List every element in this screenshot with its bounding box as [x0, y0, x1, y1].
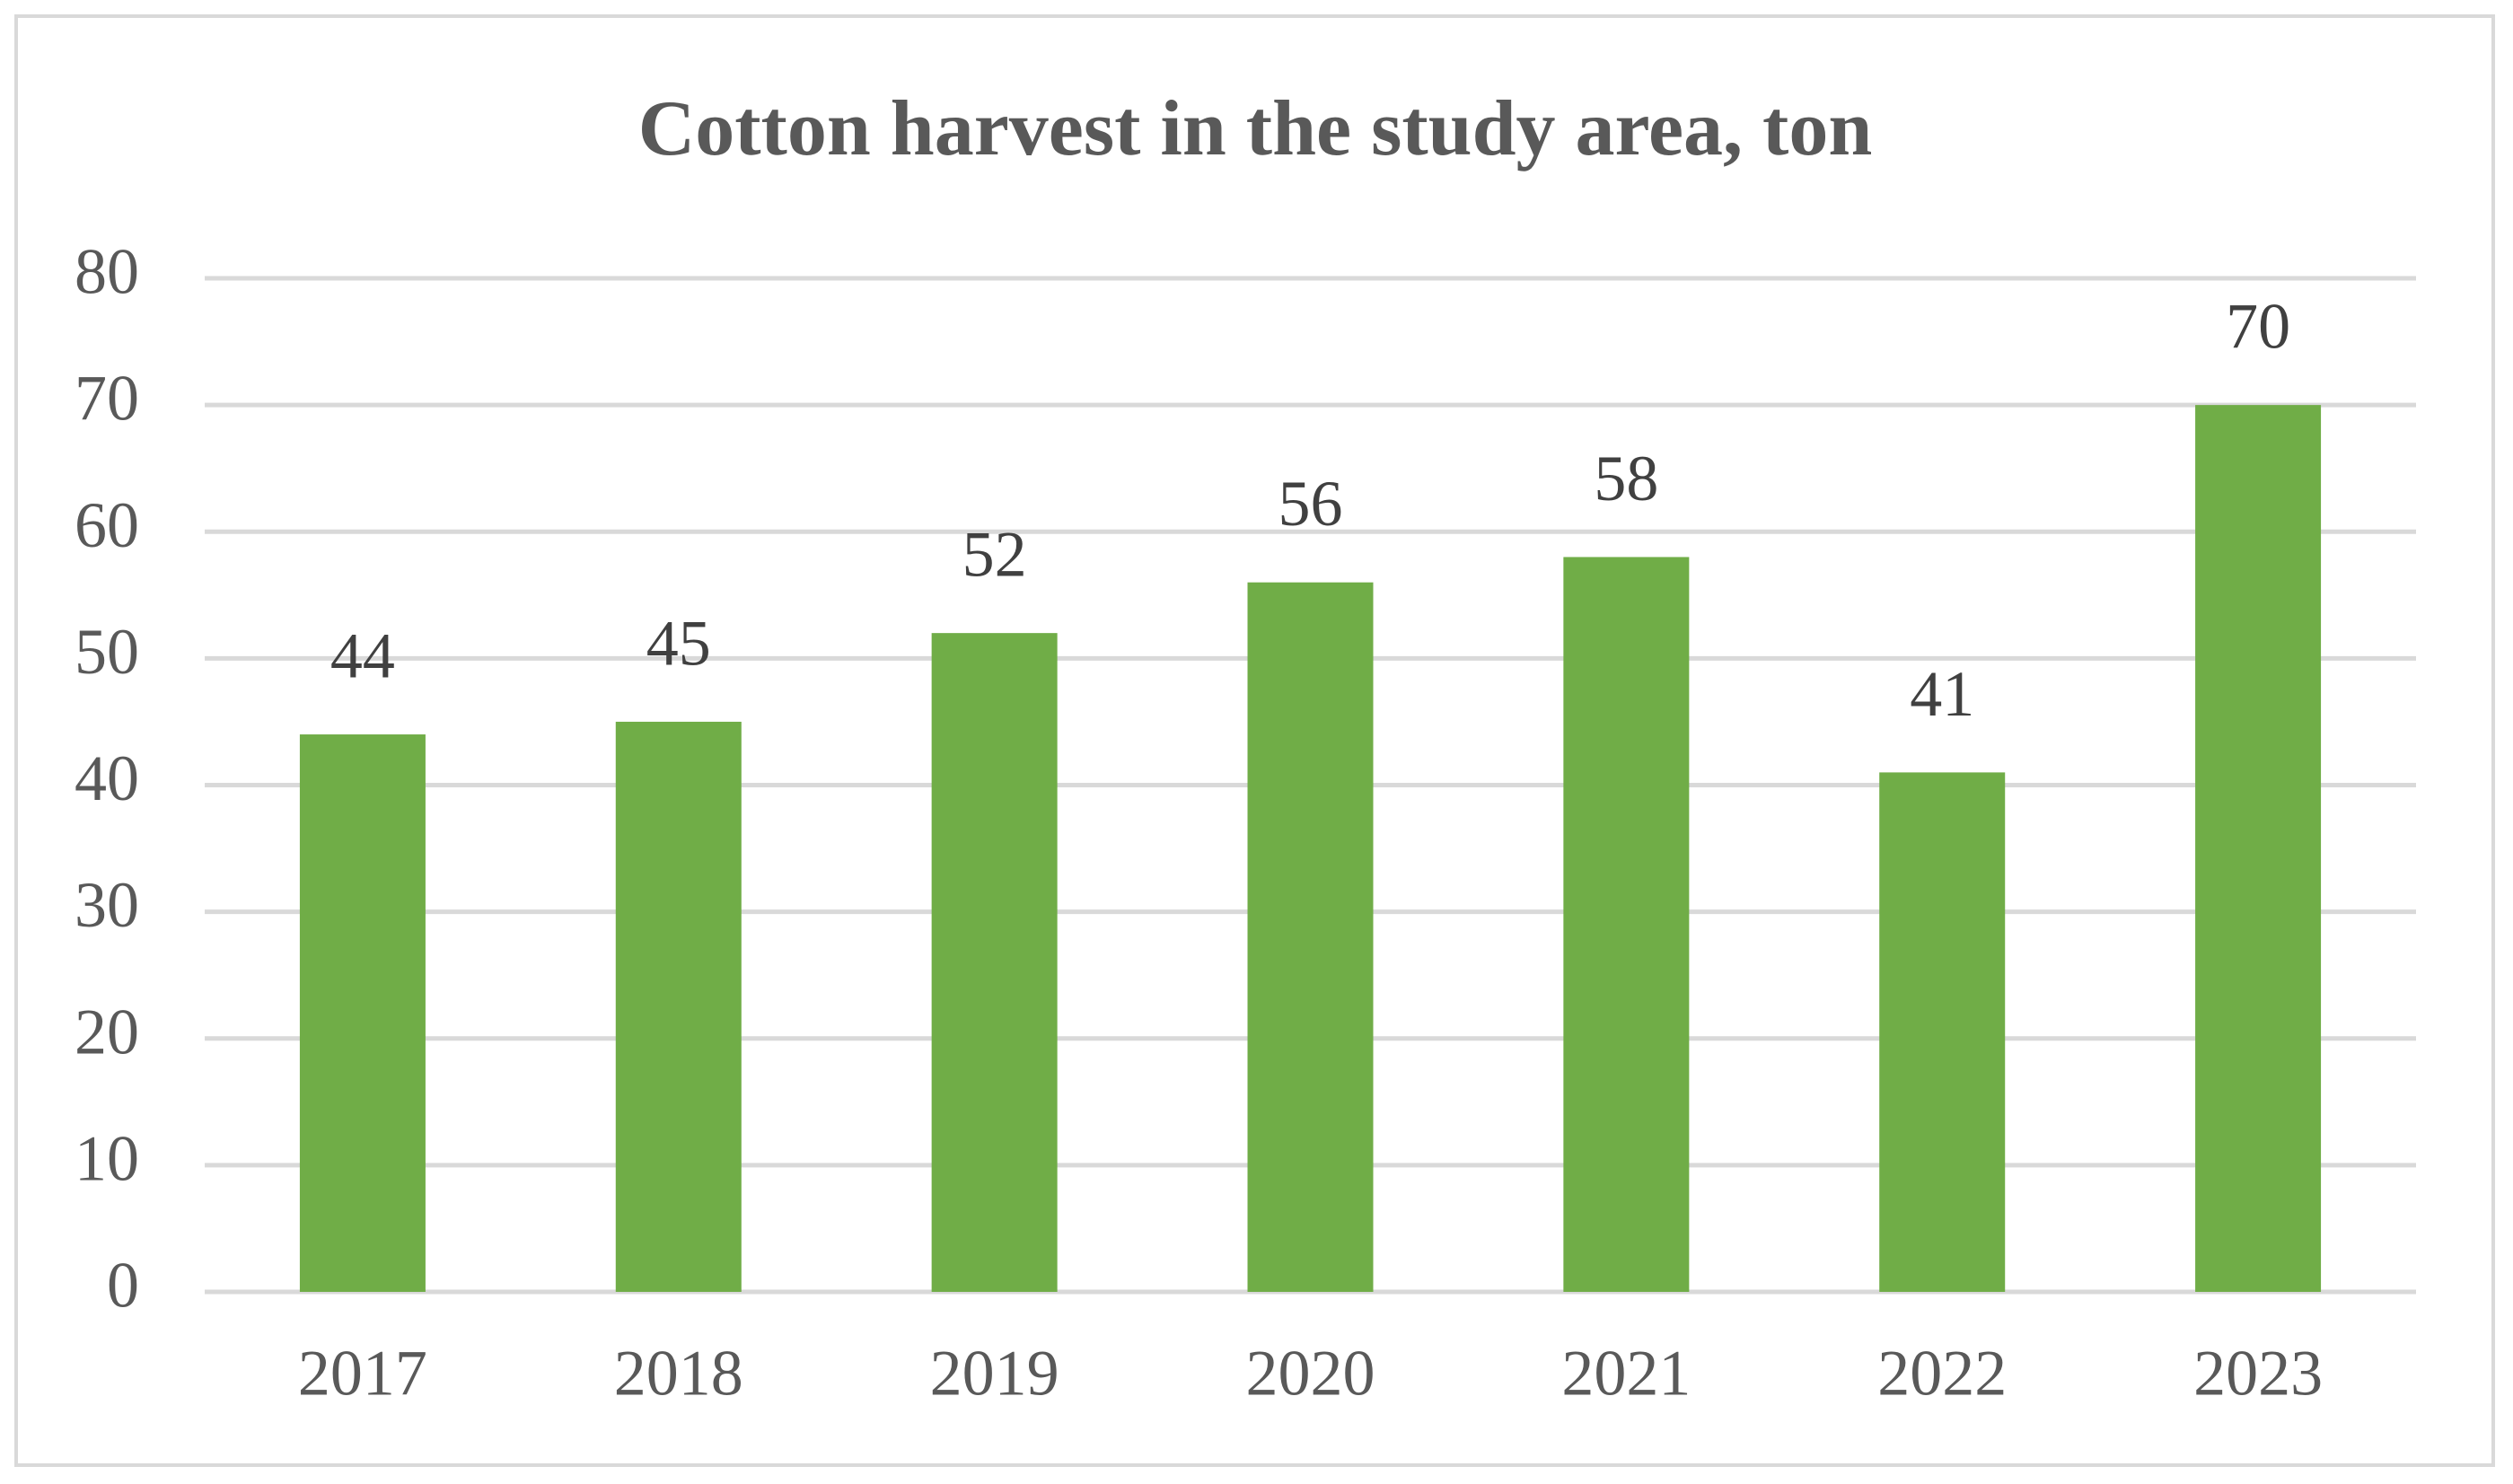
y-tick-label: 70 — [75, 363, 139, 435]
data-label: 56 — [1278, 468, 1343, 540]
y-tick-label: 50 — [75, 616, 139, 688]
bar — [615, 721, 742, 1292]
data-label: 44 — [330, 620, 395, 692]
bar — [1247, 582, 1374, 1292]
y-tick-label: 30 — [75, 869, 139, 941]
y-tick-label: 10 — [75, 1122, 139, 1194]
bar — [1563, 557, 1690, 1292]
data-label: 58 — [1594, 443, 1658, 514]
data-label: 41 — [1910, 658, 1974, 730]
x-tick-label: 2022 — [1877, 1338, 2007, 1409]
bar — [2195, 405, 2322, 1292]
y-tick-label: 20 — [75, 996, 139, 1067]
data-label: 70 — [2226, 291, 2290, 363]
bar — [1879, 772, 2006, 1292]
x-tick-label: 2019 — [930, 1338, 1059, 1409]
data-label: 52 — [962, 519, 1027, 591]
bar — [299, 734, 426, 1292]
chart-title: Cotton harvest in the study area, ton — [638, 85, 1873, 172]
data-label: 45 — [646, 607, 711, 679]
x-tick-label: 2023 — [2193, 1338, 2323, 1409]
y-tick-label: 40 — [75, 742, 139, 814]
x-tick-label: 2020 — [1246, 1338, 1375, 1409]
y-tick-label: 0 — [107, 1250, 139, 1322]
bar — [931, 633, 1058, 1292]
x-tick-label: 2018 — [614, 1338, 743, 1409]
y-tick-label: 60 — [75, 489, 139, 561]
y-tick-label: 80 — [75, 236, 139, 308]
x-tick-label: 2021 — [1561, 1338, 1691, 1409]
x-tick-label: 2017 — [298, 1338, 427, 1409]
